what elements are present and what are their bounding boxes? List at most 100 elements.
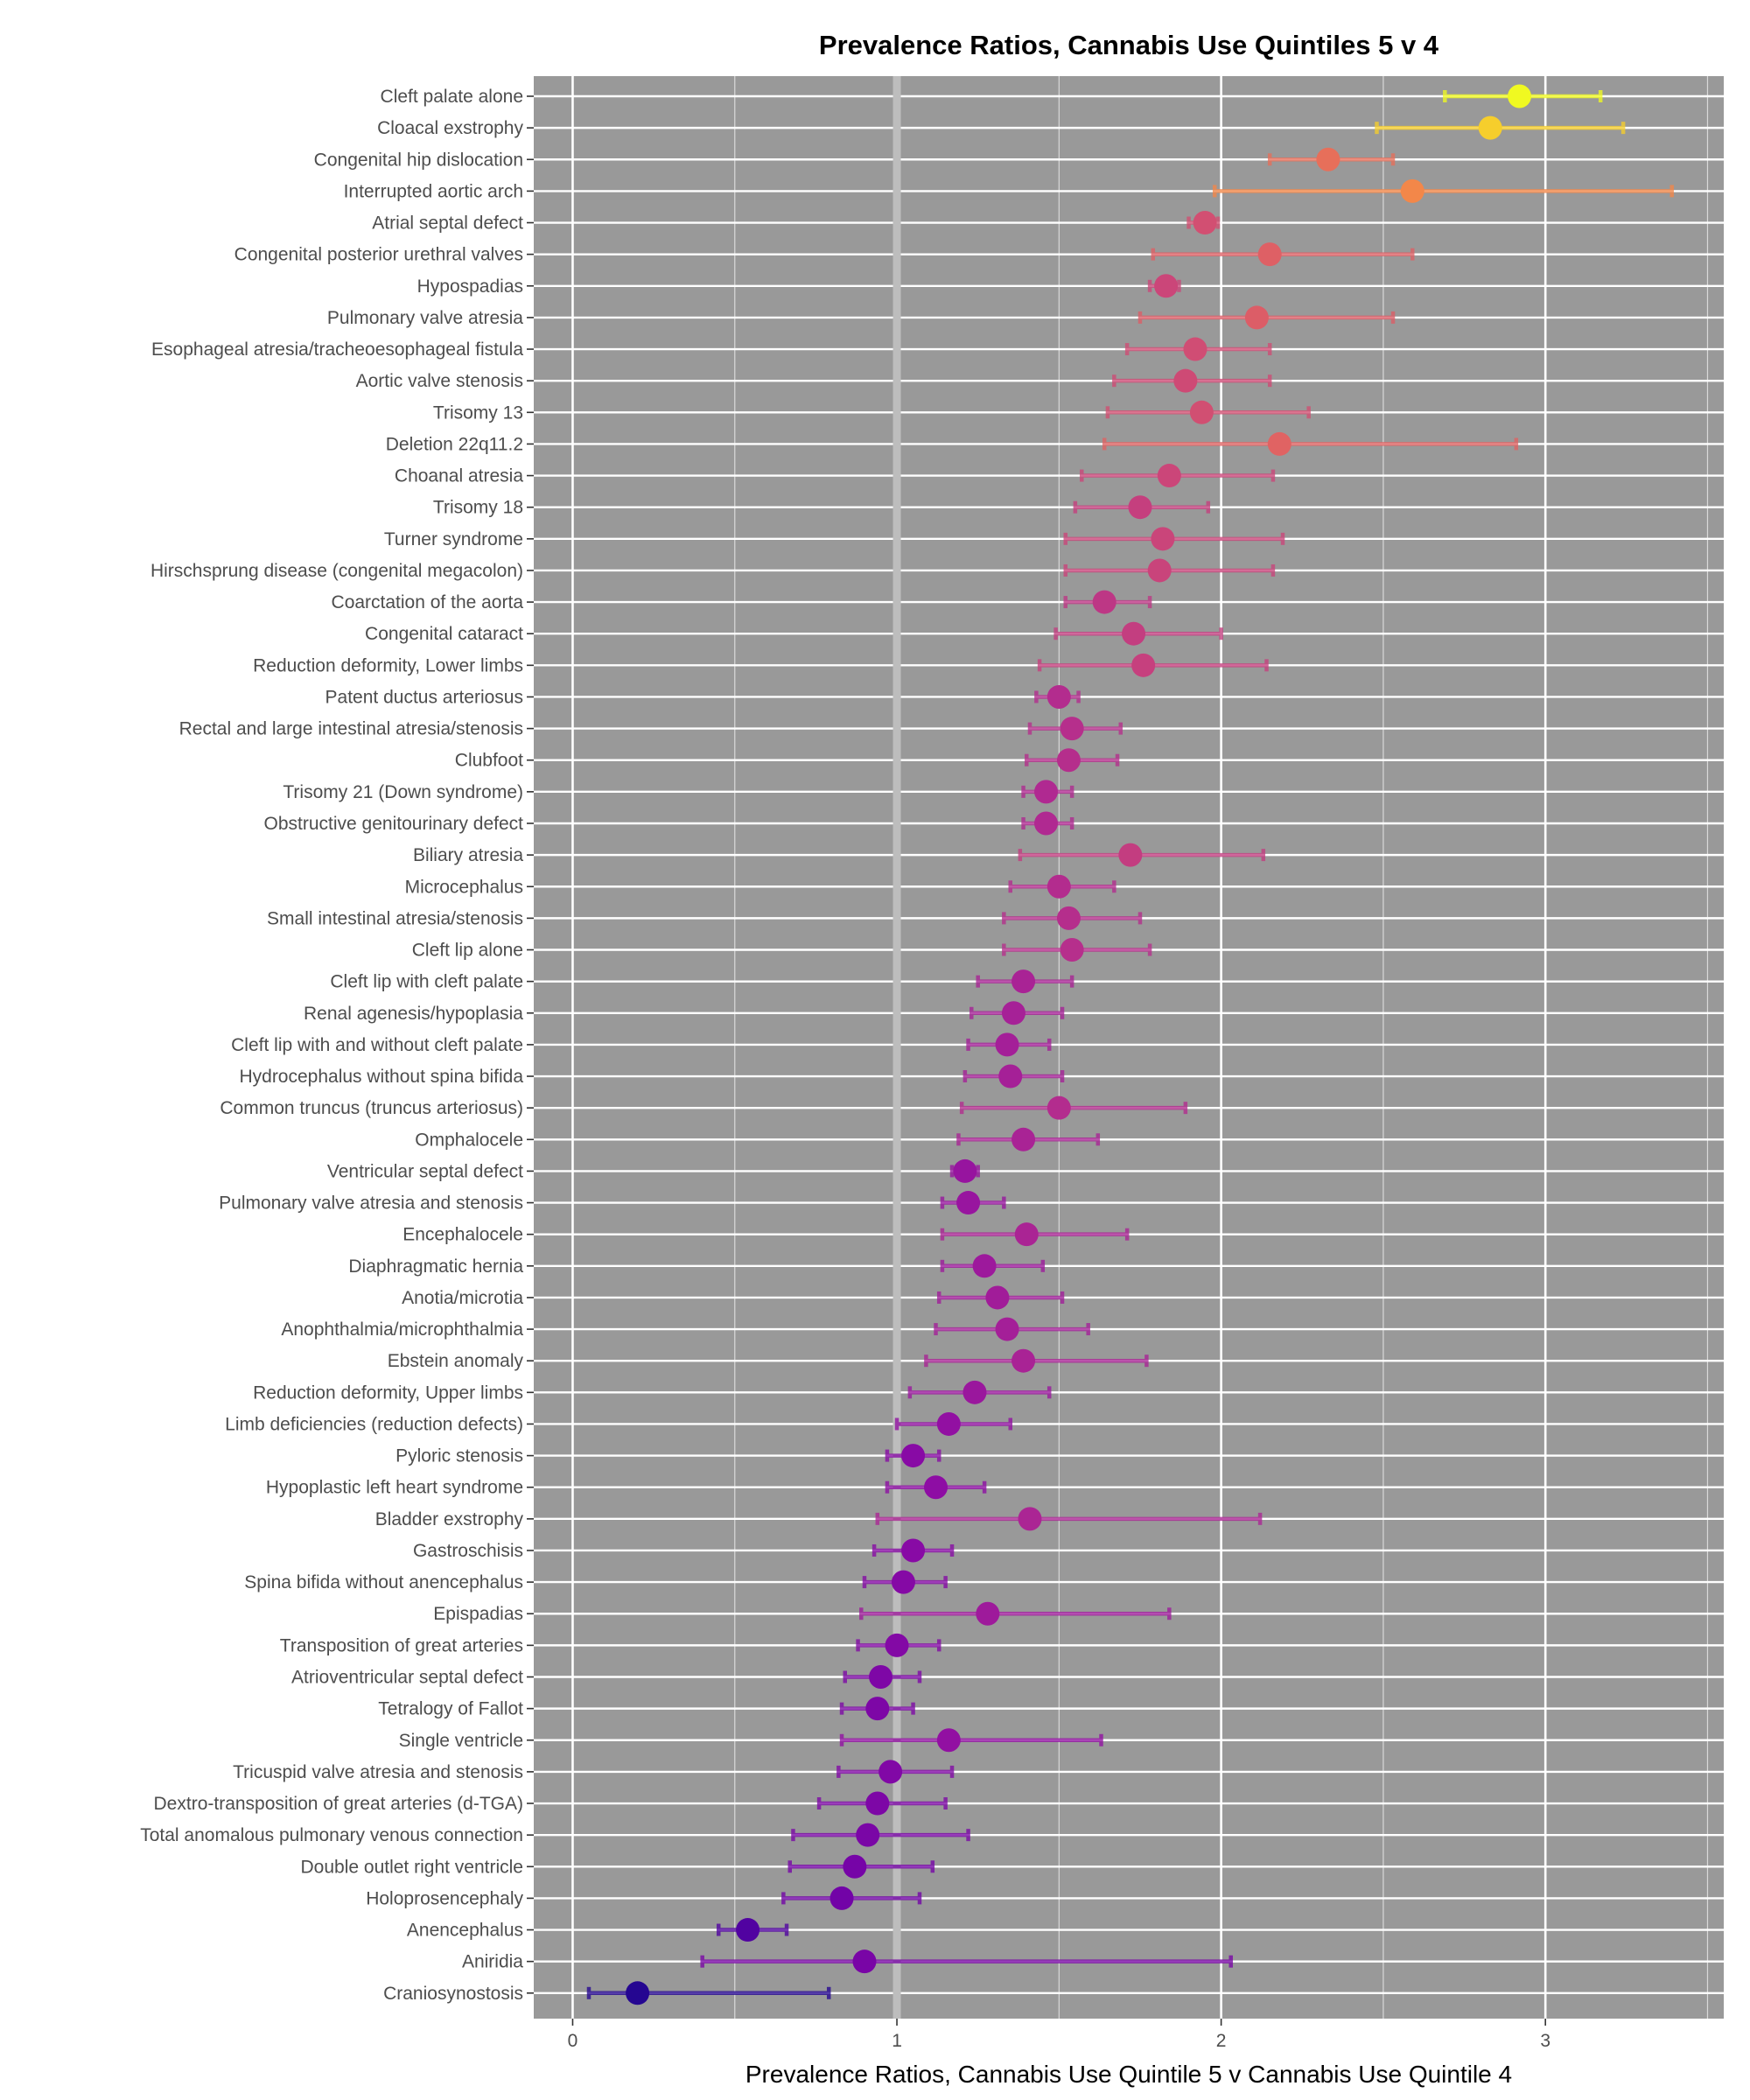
category-label: Double outlet right ventricle xyxy=(301,1857,523,1877)
error-bar xyxy=(1102,438,1519,451)
category-label: Patent ductus arteriosus xyxy=(326,687,523,707)
point-estimate xyxy=(869,1665,893,1689)
category-label: Biliary atresia xyxy=(413,845,523,865)
category-label: Trisomy 13 xyxy=(433,402,523,423)
category-label: Esophageal atresia/tracheoesophageal fis… xyxy=(151,340,523,360)
error-bar xyxy=(959,1102,1188,1115)
category-label: Anotia/microtia xyxy=(402,1288,523,1308)
category-label: Congenital posterior urethral valves xyxy=(234,245,523,265)
error-bar xyxy=(859,1607,1172,1620)
point-estimate xyxy=(1056,748,1081,773)
panel-background xyxy=(534,76,1724,2019)
point-estimate xyxy=(1157,464,1181,488)
point-estimate xyxy=(976,1601,1000,1626)
category-label: Ebstein anomaly xyxy=(388,1351,524,1371)
point-estimate xyxy=(830,1886,854,1910)
category-label: Hirschsprung disease (congenital megacol… xyxy=(150,561,523,581)
category-label: Hypoplastic left heart syndrome xyxy=(266,1478,523,1498)
category-label: Cleft lip with cleft palate xyxy=(330,972,523,992)
category-label: Deletion 22q11.2 xyxy=(386,434,523,454)
point-estimate xyxy=(1267,431,1292,456)
point-estimate xyxy=(1173,368,1198,393)
category-label: Cleft palate alone xyxy=(381,87,523,107)
x-axis-title: Prevalence Ratios, Cannabis Use Quintile… xyxy=(746,2061,1512,2088)
category-label: Cleft lip with and without cleft palate xyxy=(231,1035,523,1055)
point-estimate xyxy=(1060,717,1084,741)
point-estimate xyxy=(995,1317,1019,1341)
category-label: Pulmonary valve atresia and stenosis xyxy=(219,1194,523,1214)
point-estimate xyxy=(1508,84,1532,108)
point-estimate xyxy=(885,1633,909,1657)
grid-lines xyxy=(534,76,1724,2019)
category-label: Anophthalmia/microphthalmia xyxy=(281,1320,523,1340)
point-estimate xyxy=(1478,116,1502,140)
category-label: Clubfoot xyxy=(455,751,523,771)
category-label: Atrial septal defect xyxy=(372,214,523,234)
error-bar xyxy=(839,1733,1103,1746)
category-label: Tetralogy of Fallot xyxy=(378,1699,523,1719)
category-label: Encephalocele xyxy=(402,1225,523,1245)
point-estimate xyxy=(1056,906,1081,930)
point-estimate xyxy=(1151,527,1175,551)
point-estimate xyxy=(998,1064,1023,1088)
category-label: Spina bifida without anencephalus xyxy=(244,1572,523,1592)
point-estimate xyxy=(1128,495,1152,520)
category-label: Coarctation of the aorta xyxy=(332,592,524,612)
category-label: Hypospadias xyxy=(417,276,523,297)
category-label: Obstructive genitourinary defect xyxy=(264,814,524,834)
category-label: Single ventricle xyxy=(399,1731,523,1751)
category-label: Renal agenesis/hypoplasia xyxy=(304,1004,523,1024)
point-estimate xyxy=(1060,938,1084,962)
category-label: Cleft lip alone xyxy=(412,941,523,961)
category-labels: Cleft palate alone Cloacal exstrophy Conge… xyxy=(140,87,534,2004)
point-estimate xyxy=(953,1158,977,1183)
x-tick-label: 1 xyxy=(892,2031,902,2051)
x-tick-label: 3 xyxy=(1540,2031,1550,2051)
category-label: Turner syndrome xyxy=(384,529,523,550)
point-estimate xyxy=(1046,684,1071,709)
category-label: Interrupted aortic arch xyxy=(344,181,523,201)
point-estimate xyxy=(1183,337,1208,361)
point-estimate xyxy=(865,1791,890,1816)
point-estimate xyxy=(1154,274,1179,298)
error-bar xyxy=(1212,185,1674,198)
category-label: Anencephalus xyxy=(407,1921,523,1941)
point-estimate xyxy=(1189,400,1214,424)
point-estimate xyxy=(1046,1096,1071,1120)
category-label: Limb deficiencies (reduction defects) xyxy=(225,1414,523,1434)
point-estimate xyxy=(736,1918,760,1942)
point-estimate xyxy=(985,1285,1010,1310)
category-label: Epispadias xyxy=(433,1604,523,1624)
point-estimate xyxy=(1400,178,1424,203)
point-estimate xyxy=(1012,1348,1036,1373)
error-bar xyxy=(924,1354,1149,1368)
point-estimate xyxy=(1244,305,1269,330)
category-label: Aniridia xyxy=(462,1952,523,1972)
point-estimate xyxy=(1122,621,1146,646)
category-label: Holoprosencephaly xyxy=(366,1888,523,1908)
category-label: Cloacal exstrophy xyxy=(377,118,523,138)
point-estimate xyxy=(962,1380,987,1404)
point-estimate xyxy=(626,1981,650,2006)
category-label: Reduction deformity, Upper limbs xyxy=(253,1382,523,1403)
point-estimate xyxy=(1193,211,1217,235)
category-label: Atrioventricular septal defect xyxy=(291,1668,523,1688)
category-label: Tricuspid valve atresia and stenosis xyxy=(233,1762,523,1782)
category-label: Small intestinal atresia/stenosis xyxy=(267,908,523,928)
category-label: Trisomy 18 xyxy=(433,498,523,518)
point-estimate xyxy=(852,1950,877,1974)
category-label: Congenital hip dislocation xyxy=(314,150,523,170)
category-label: Choanal atresia xyxy=(395,466,523,486)
point-estimate xyxy=(856,1823,880,1847)
point-estimate xyxy=(1014,1222,1039,1247)
point-estimate xyxy=(1118,843,1143,867)
category-label: Microcephalus xyxy=(405,877,523,897)
category-label: Trisomy 21 (Down syndrome) xyxy=(283,782,523,802)
point-estimate xyxy=(1001,1001,1026,1026)
category-label: Ventricular septal defect xyxy=(327,1161,523,1181)
point-estimate xyxy=(936,1728,961,1753)
point-estimates xyxy=(626,84,1532,2006)
point-estimate xyxy=(972,1254,997,1278)
category-label: Pyloric stenosis xyxy=(396,1446,523,1466)
